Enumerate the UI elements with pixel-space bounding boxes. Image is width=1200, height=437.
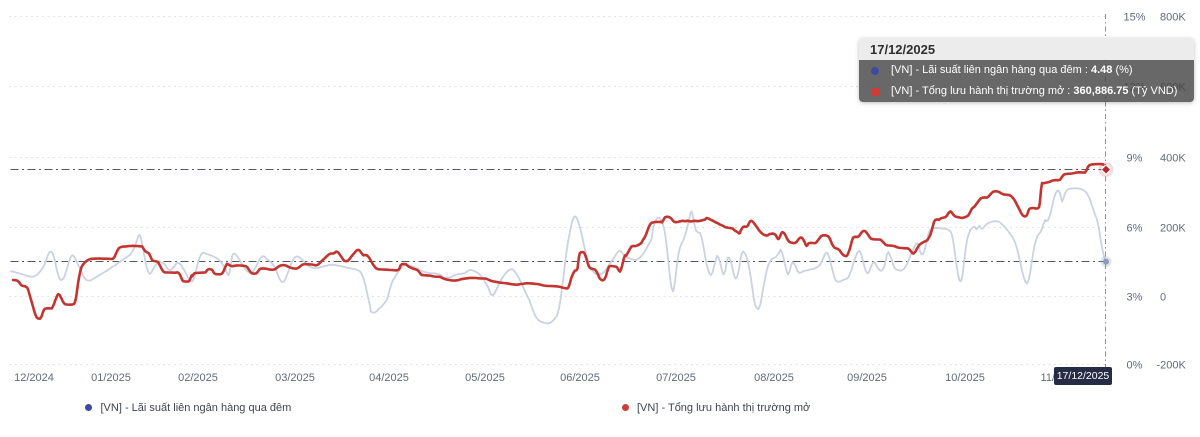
svg-text:09/2025: 09/2025 bbox=[847, 372, 887, 384]
svg-text:800K: 800K bbox=[1160, 12, 1186, 24]
svg-text:12/2024: 12/2024 bbox=[14, 372, 54, 384]
svg-text:05/2025: 05/2025 bbox=[465, 372, 505, 384]
svg-text:02/2025: 02/2025 bbox=[178, 372, 218, 384]
svg-text:04/2025: 04/2025 bbox=[369, 372, 409, 384]
svg-text:3%: 3% bbox=[1127, 292, 1143, 304]
svg-text:0%: 0% bbox=[1127, 360, 1143, 372]
svg-text:08/2025: 08/2025 bbox=[754, 372, 794, 384]
svg-text:6%: 6% bbox=[1127, 223, 1143, 235]
svg-text:200K: 200K bbox=[1160, 223, 1186, 235]
svg-text:06/2025: 06/2025 bbox=[560, 372, 600, 384]
svg-text:15%: 15% bbox=[1123, 12, 1145, 24]
svg-text:-200K: -200K bbox=[1157, 360, 1187, 372]
svg-text:9%: 9% bbox=[1127, 153, 1143, 165]
svg-text:0: 0 bbox=[1160, 292, 1166, 304]
svg-text:03/2025: 03/2025 bbox=[275, 372, 315, 384]
svg-text:400K: 400K bbox=[1160, 153, 1186, 165]
svg-text:07/2025: 07/2025 bbox=[656, 372, 696, 384]
svg-text:10/2025: 10/2025 bbox=[945, 372, 985, 384]
svg-text:01/2025: 01/2025 bbox=[91, 372, 131, 384]
